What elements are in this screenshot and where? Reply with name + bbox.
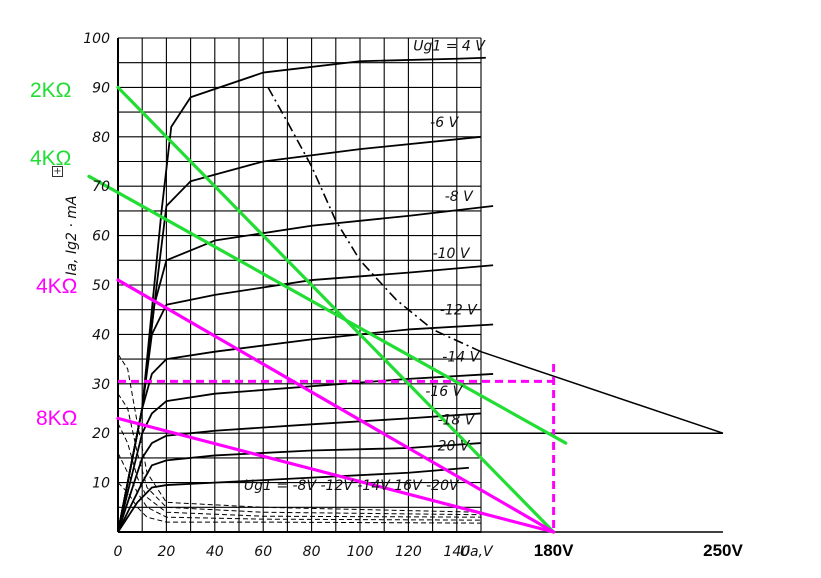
load-line-label: 8KΩ [36,407,77,430]
curve-label: -14 V [442,350,480,366]
expand-icon[interactable]: + [52,166,63,177]
x-tick-label: 140 [443,544,470,560]
screen-grid-curve [117,393,482,516]
x-tick-label: 100 [347,544,374,560]
screen-grid-curve [117,353,482,513]
y-tick-label: 80 [92,130,110,146]
load-line [87,174,568,445]
y-tick-label: 90 [92,80,110,96]
curve-label: -8 V [445,189,474,205]
y-tick-label: 60 [92,229,110,245]
y-tick-label: 30 [92,377,110,393]
plate-curve [117,56,486,533]
curve-label: -12 V [440,303,478,319]
screen-grid-label: Ug1 = -8V -12V -14V 16V -20V [244,478,460,494]
plate-curve [117,264,494,533]
curve-label: -18 V [437,412,475,428]
max-dissipation-layer [267,87,482,353]
x-axis-title: Ua,V [460,544,494,560]
plate-curve [117,442,482,533]
y-tick-label: 40 [92,327,110,343]
plate-curve [117,466,469,533]
load-line [116,278,556,534]
y-tick-label: 20 [92,426,110,442]
load-line-label: 2KΩ [30,79,71,102]
x-tick-label: 0 [114,544,123,560]
ext-x-label: 250V [703,541,743,560]
extension-lines [480,350,724,533]
y-tick-label: 50 [92,278,110,294]
labels: 0 20 40 60 80 100 120 140 10 20 30 40 50 60 70 80 90 100 U… [30,31,744,560]
screen-grid-curve [117,423,482,518]
x-tick-label: 120 [395,544,422,560]
load-line-label: 4KΩ [30,147,71,170]
x-tick-label: 20 [157,544,175,560]
ext-x-label: 180V [534,541,574,560]
plate-curves [117,56,494,533]
screen-grid-curves [117,353,482,524]
curve-label: -16 V [425,384,463,400]
load-line-label: 4KΩ [36,275,77,298]
load-line [116,416,556,534]
extension-line [480,350,724,434]
curve-label: -10 V [433,246,471,262]
screen-grid-curve [117,452,482,521]
x-tick-label: 40 [206,544,224,560]
load-line [116,85,556,534]
y-axis-title: Ia, Ig2 · mA [64,196,80,276]
curve-label: Ug1 = 4 V [413,38,486,54]
curve-label: -20 V [433,438,471,454]
dashed-markers [118,364,556,532]
x-tick-label: 60 [254,544,272,560]
load-lines [87,85,568,534]
curve-label: -6 V [430,115,459,131]
y-tick-label: 100 [83,31,110,47]
y-tick-label: 10 [92,476,110,492]
screen-grid-curve [117,482,482,524]
y-tick-label: 70 [92,179,110,195]
max-dissipation-curve [267,87,482,353]
plate-curve [117,323,494,533]
x-tick-label: 80 [303,544,321,560]
